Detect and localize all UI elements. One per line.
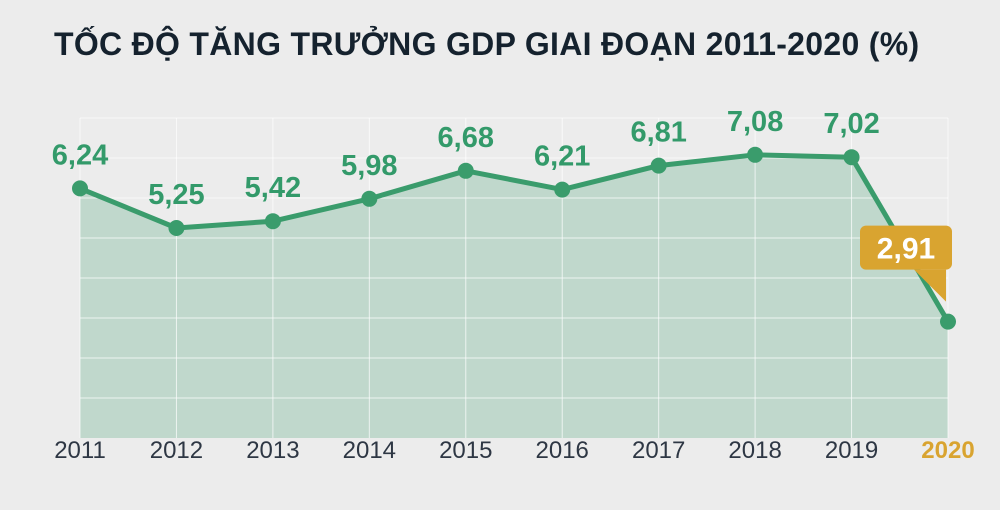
x-axis-label-2018: 2018 bbox=[728, 437, 781, 464]
area-fill bbox=[80, 154, 948, 439]
x-axis-label-2014: 2014 bbox=[343, 437, 396, 464]
x-axis-label-2016: 2016 bbox=[536, 437, 589, 464]
badge-tail bbox=[914, 269, 946, 302]
trend-line bbox=[77, 152, 951, 325]
x-axis-label-2011: 2011 bbox=[54, 437, 106, 464]
value-label-2014: 5,98 bbox=[341, 150, 397, 182]
data-point-2012 bbox=[168, 220, 185, 236]
data-point-2019 bbox=[843, 149, 860, 166]
data-point-2015 bbox=[457, 162, 474, 179]
highlight-badge: 2,91 bbox=[860, 225, 952, 302]
x-axis-label-2013: 2013 bbox=[246, 437, 299, 464]
value-label-2017: 6,81 bbox=[630, 117, 686, 149]
x-axis-label-2017: 2017 bbox=[632, 437, 685, 464]
data-point-2018 bbox=[747, 146, 764, 163]
badge-value: 2,91 bbox=[877, 233, 935, 266]
data-point-2016 bbox=[554, 181, 571, 198]
chart-title: TỐC ĐỘ TĂNG TRƯỞNG GDP GIAI ĐOẠN 2011-20… bbox=[54, 26, 920, 62]
data-point-2020 bbox=[940, 313, 956, 330]
data-point-2017 bbox=[650, 157, 667, 174]
value-label-2015: 6,68 bbox=[438, 122, 494, 154]
x-axis-label-2012: 2012 bbox=[150, 437, 203, 464]
data-point-2014 bbox=[361, 190, 378, 207]
gridlines bbox=[79, 117, 949, 438]
value-label-2012: 5,25 bbox=[148, 179, 204, 211]
x-axis-label-2019: 2019 bbox=[825, 437, 878, 464]
badge-rect bbox=[860, 225, 952, 270]
x-axis-label-2015: 2015 bbox=[439, 437, 492, 464]
value-label-2018: 7,08 bbox=[727, 106, 783, 138]
x-axis-label-2020: 2020 bbox=[921, 437, 974, 464]
value-label-2013: 5,42 bbox=[245, 172, 301, 204]
data-point-2011 bbox=[72, 180, 88, 197]
value-label-2019: 7,02 bbox=[823, 108, 879, 140]
value-label-2016: 6,21 bbox=[534, 141, 590, 173]
data-point-2013 bbox=[264, 213, 281, 230]
value-label-2011: 6,24 bbox=[52, 139, 108, 171]
